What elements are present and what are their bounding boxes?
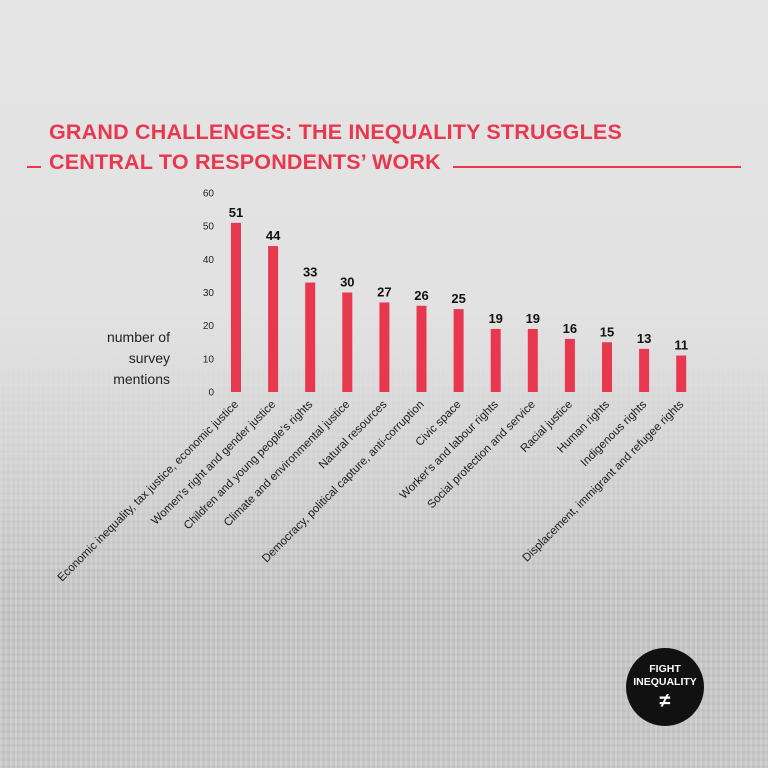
logo-line-1: FIGHT	[649, 662, 681, 675]
bar	[305, 282, 316, 392]
data-label: 25	[451, 291, 465, 306]
bar	[602, 342, 612, 392]
fight-inequality-logo: FIGHT INEQUALITY ≠	[626, 648, 704, 726]
chart-title-line-2: CENTRAL TO RESPONDENTS’ WORK	[49, 150, 441, 174]
x-tick-label: Indigenous rights	[579, 398, 650, 469]
data-label: 16	[563, 321, 577, 336]
data-label: 30	[340, 275, 354, 290]
bar	[564, 338, 575, 392]
data-label: 26	[414, 288, 428, 303]
chart-title-line-1: GRAND CHALLENGES: THE INEQUALITY STRUGGL…	[49, 120, 622, 144]
y-tick-label: 30	[203, 288, 215, 299]
x-tick-label: Natural resources	[317, 398, 390, 471]
bar	[490, 328, 501, 392]
y-tick-label: 40	[203, 255, 215, 266]
y-tick-label: 0	[208, 388, 214, 399]
not-equal-icon: ≠	[659, 689, 671, 712]
bar	[453, 309, 464, 392]
y-tick-label: 60	[203, 189, 215, 200]
y-tick-label: 20	[203, 321, 215, 332]
data-label: 19	[526, 311, 540, 326]
data-label: 44	[266, 228, 281, 243]
bar	[527, 328, 538, 392]
y-tick-label: 50	[203, 222, 215, 233]
data-label: 11	[674, 338, 688, 353]
bar	[639, 348, 650, 392]
data-label: 33	[303, 265, 317, 280]
y-axis-label: number of survey mentions	[106, 329, 170, 387]
data-label: 15	[600, 324, 614, 339]
title-rule-right	[453, 166, 741, 168]
bar	[379, 302, 390, 392]
title-rule-left	[27, 166, 41, 168]
y-tick-label: 10	[203, 354, 215, 365]
logo-line-2: INEQUALITY	[633, 675, 697, 688]
data-label: 51	[229, 205, 243, 220]
data-label: 13	[637, 331, 651, 346]
chart-title: GRAND CHALLENGES: THE INEQUALITY STRUGGL…	[49, 117, 622, 177]
bar	[676, 355, 687, 392]
bar	[342, 292, 353, 392]
bar	[268, 246, 279, 392]
data-label: 27	[377, 284, 391, 299]
data-label: 19	[488, 311, 502, 326]
bar	[231, 222, 241, 392]
bar	[416, 305, 427, 392]
